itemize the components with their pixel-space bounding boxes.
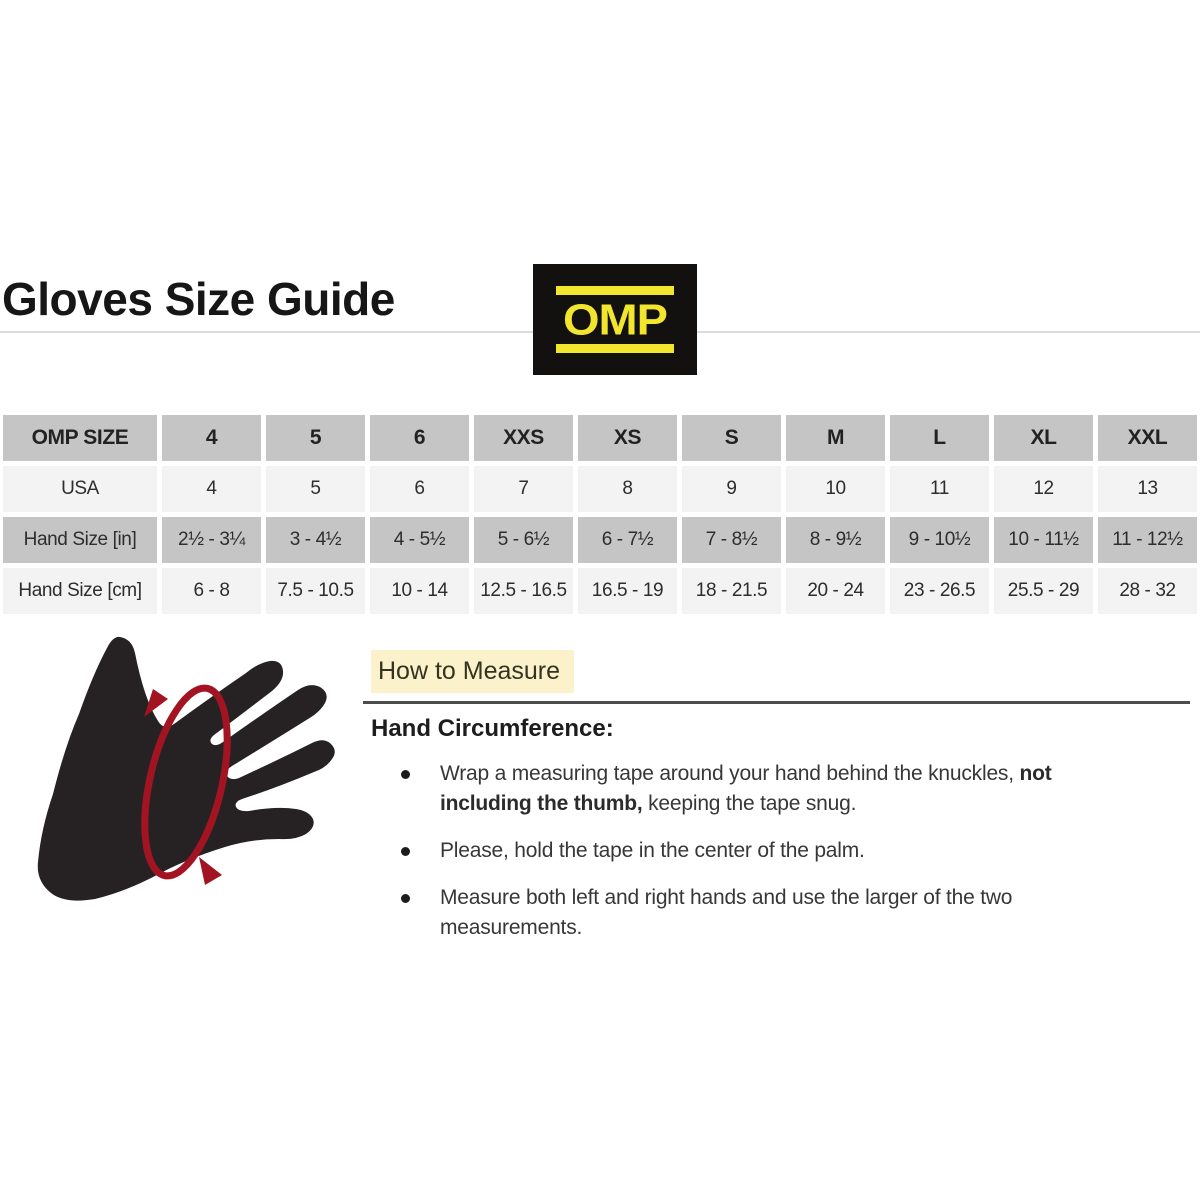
hand-silhouette-icon [37, 636, 335, 901]
how-to-measure-section: How to Measure Hand Circumference: Wrap … [363, 650, 1190, 960]
hand-size-cm-cell: 10 - 14 [370, 568, 469, 614]
hand-size-cm-cell: 7.5 - 10.5 [266, 568, 365, 614]
usa-size-cell: 5 [266, 466, 365, 512]
instruction-text: Wrap a measuring tape around your hand b… [440, 762, 1020, 785]
size-table-header-cell: XS [578, 415, 677, 461]
hand-size-in-cell: 2½ - 3¼ [162, 517, 261, 563]
usa-size-label-cell: USA [3, 466, 157, 512]
section-divider [363, 701, 1190, 704]
size-table-header-label-cell: OMP SIZE [3, 415, 157, 461]
measure-instruction-item: Measure both left and right hands and us… [363, 883, 1143, 943]
instruction-text: Measure both left and right hands and us… [440, 886, 1013, 939]
hand-size-cm-cell: 25.5 - 29 [994, 568, 1093, 614]
measure-instruction-item: Please, hold the tape in the center of t… [363, 836, 1143, 866]
hand-size-in-row: Hand Size [in] 2½ - 3¼ 3 - 4½ 4 - 5½ 5 - 6½ 6… [3, 517, 1197, 563]
size-table: OMP SIZE 4 5 6 XXS XS S M L XL XXL USA 4 5 6 7 8 9 10 11 12 1… [0, 410, 1200, 619]
hand-size-cm-cell: 23 - 26.5 [890, 568, 989, 614]
size-table-header-cell: XXS [474, 415, 573, 461]
usa-size-cell: 6 [370, 466, 469, 512]
hand-size-in-cell: 5 - 6½ [474, 517, 573, 563]
page-title: Gloves Size Guide [2, 273, 395, 325]
hand-size-in-label-cell: Hand Size [in] [3, 517, 157, 563]
usa-size-cell: 11 [890, 466, 989, 512]
size-table-header-cell: 5 [266, 415, 365, 461]
size-table-header-cell: XL [994, 415, 1093, 461]
measuring-tape-loop [141, 684, 231, 880]
hand-size-in-cell: 7 - 8½ [682, 517, 781, 563]
how-to-measure-heading: How to Measure [371, 650, 575, 693]
hand-size-in-cell: 4 - 5½ [370, 517, 469, 563]
instruction-bold-text: not including the thumb, [440, 762, 1052, 815]
hand-size-in-cell: 10 - 11½ [994, 517, 1093, 563]
hand-circumference-heading: Hand Circumference: [371, 715, 614, 742]
hand-size-cm-cell: 16.5 - 19 [578, 568, 677, 614]
size-table-header-cell: M [786, 415, 885, 461]
hand-size-cm-cell: 6 - 8 [162, 568, 261, 614]
hand-size-in-cell: 9 - 10½ [890, 517, 989, 563]
hand-size-in-cell: 11 - 12½ [1098, 517, 1197, 563]
hand-size-in-cell: 3 - 4½ [266, 517, 365, 563]
instruction-text: keeping the tape snug. [642, 792, 857, 815]
hand-size-cm-cell: 20 - 24 [786, 568, 885, 614]
size-table-header-row: OMP SIZE 4 5 6 XXS XS S M L XL XXL [3, 415, 1197, 461]
omp-logo-bottom-bar [556, 344, 674, 353]
usa-size-cell: 4 [162, 466, 261, 512]
instruction-text: Please, hold the tape in the center of t… [440, 839, 865, 862]
hand-measure-illustration [37, 636, 335, 901]
omp-logo-top-bar [556, 286, 674, 295]
hand-size-cm-cell: 18 - 21.5 [682, 568, 781, 614]
hand-size-in-cell: 6 - 7½ [578, 517, 677, 563]
tape-arrowhead-top [144, 689, 168, 717]
hand-size-cm-cell: 12.5 - 16.5 [474, 568, 573, 614]
usa-size-cell: 13 [1098, 466, 1197, 512]
hand-size-in-cell: 8 - 9½ [786, 517, 885, 563]
omp-logo-text: OMP [562, 295, 668, 344]
usa-size-cell: 9 [682, 466, 781, 512]
size-table-header-cell: 6 [370, 415, 469, 461]
measuring-tape-icon [141, 684, 231, 880]
size-table-header-cell: XXL [1098, 415, 1197, 461]
usa-size-cell: 7 [474, 466, 573, 512]
usa-size-cell: 12 [994, 466, 1093, 512]
hand-size-cm-row: Hand Size [cm] 6 - 8 7.5 - 10.5 10 - 14 12.5… [3, 568, 1197, 614]
size-table-header-cell: S [682, 415, 781, 461]
measure-instructions-list: Wrap a measuring tape around your hand b… [363, 759, 1190, 943]
measure-instruction-item: Wrap a measuring tape around your hand b… [363, 759, 1143, 819]
usa-size-cell: 8 [578, 466, 677, 512]
size-table-header-cell: 4 [162, 415, 261, 461]
hand-size-cm-label-cell: Hand Size [cm] [3, 568, 157, 614]
size-table-body: OMP SIZE 4 5 6 XXS XS S M L XL XXL USA 4 5 6 7 8 9 10 11 12 1… [3, 415, 1197, 614]
tape-arrowhead-bottom [199, 857, 222, 885]
size-table-header-cell: L [890, 415, 989, 461]
usa-size-cell: 10 [786, 466, 885, 512]
hand-size-cm-cell: 28 - 32 [1098, 568, 1197, 614]
omp-logo: OMP [533, 264, 697, 375]
usa-size-row: USA 4 5 6 7 8 9 10 11 12 13 [3, 466, 1197, 512]
